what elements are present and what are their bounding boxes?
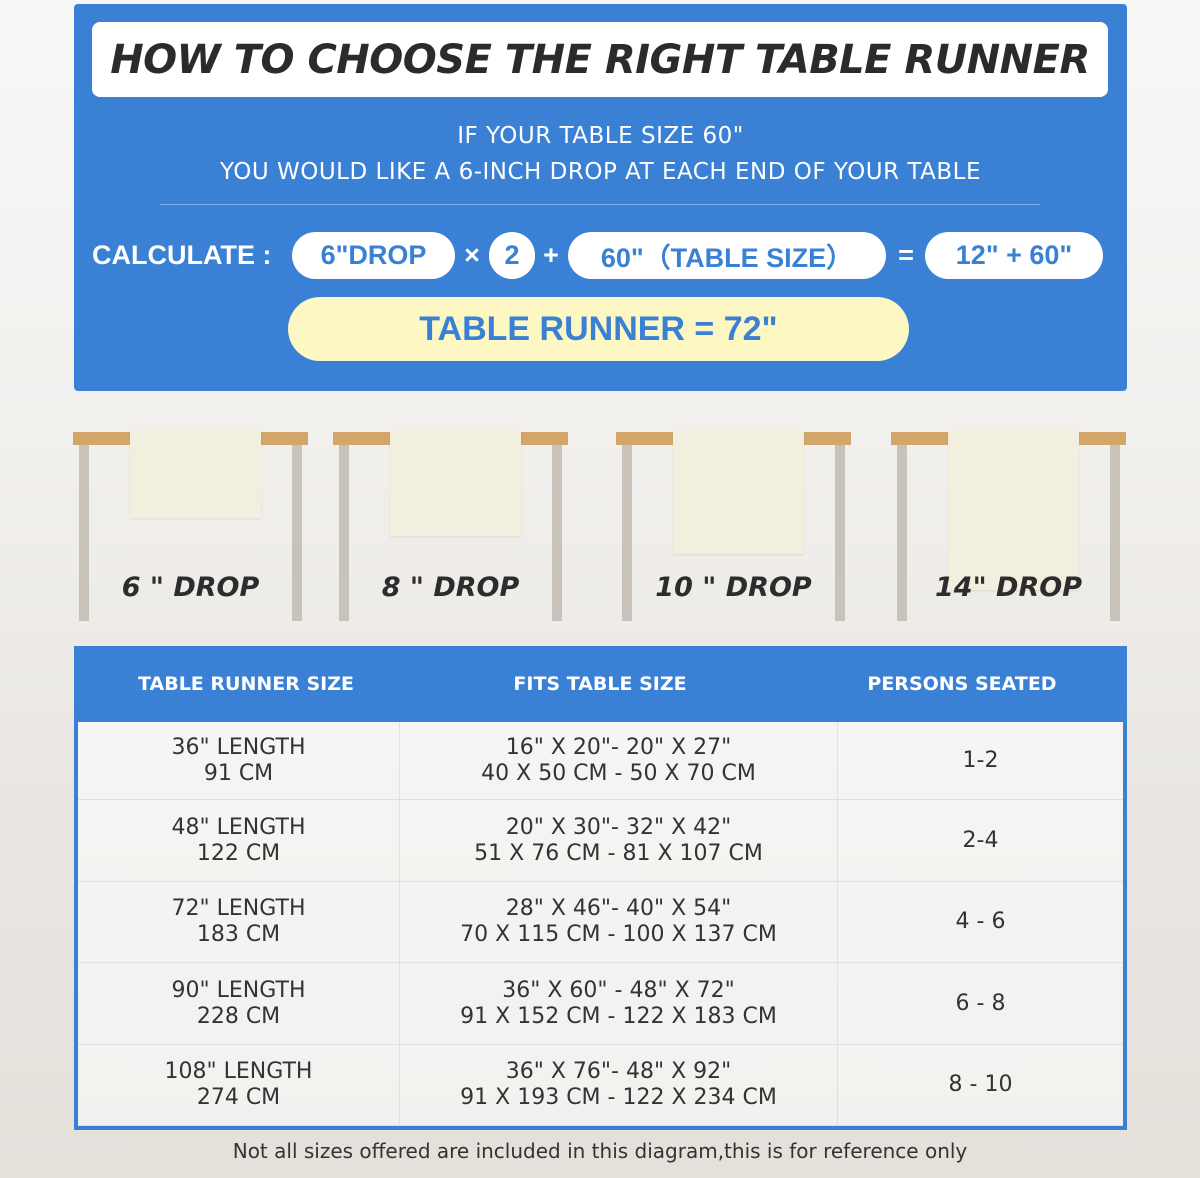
fits-cm: 51 X 76 CM - 81 X 107 CM [474, 840, 763, 866]
fits-table-cell: 20" X 30"- 32" X 42" 51 X 76 CM - 81 X 10… [400, 800, 838, 881]
table-runner-drop [948, 430, 1079, 590]
fits-cm: 40 X 50 CM - 50 X 70 CM [481, 760, 756, 786]
table-header [74, 646, 1127, 722]
runner-length: 108" LENGTH [164, 1059, 313, 1084]
footnote: Not all sizes offered are included in th… [232, 1139, 968, 1163]
table-size-pill: 60"（TABLE SIZE） [568, 232, 886, 279]
fits-cm: 91 X 152 CM - 122 X 183 CM [460, 1003, 777, 1029]
drop-label: 14" DROP [935, 572, 1082, 603]
persons-cell: 2-4 [962, 827, 999, 853]
table-leg [622, 445, 632, 621]
table-leg [1110, 445, 1120, 621]
persons-cell: 4 - 6 [955, 909, 1006, 934]
equals-sign: = [898, 240, 914, 270]
header-runner-size: TABLE RUNNER SIZE [138, 673, 354, 695]
runner-length-cm: 274 CM [196, 1085, 281, 1110]
runner-length: 90" LENGTH [171, 977, 306, 1003]
table-leg [79, 445, 89, 621]
table-row: 72" LENGTH 183 CM 28" X 46"- 40" X 54" 70 … [78, 882, 1123, 963]
fits-inches: 36" X 60" - 48" X 72" [502, 977, 735, 1003]
table-leg [835, 445, 845, 621]
fits-table-cell: 16" X 20"- 20" X 27" 40 X 50 CM - 50 X 70… [400, 722, 838, 799]
fits-table-cell: 28" X 46"- 40" X 54" 70 X 115 CM - 100 X … [400, 882, 838, 962]
header-fits-table-size: FITS TABLE SIZE [513, 673, 687, 695]
calculate-label: CALCULATE : [92, 240, 272, 270]
runner-length-cm: 228 CM [196, 1003, 281, 1029]
table-runner-drop [390, 430, 521, 536]
runner-length-cm: 122 CM [196, 840, 281, 866]
page-title: HOW TO CHOOSE THE RIGHT TABLE RUNNER [92, 22, 1108, 97]
drop-label: 10 " DROP [655, 572, 812, 603]
fits-cm: 91 X 193 CM - 122 X 234 CM [460, 1085, 777, 1110]
runner-size-cell: 36" LENGTH 91 CM [78, 722, 400, 799]
persons-cell: 6 - 8 [955, 990, 1006, 1016]
fits-inches: 36" X 76"- 48" X 92" [505, 1059, 732, 1084]
table-row: 108" LENGTH 274 CM 36" X 76"- 48" X 92" 91… [78, 1045, 1123, 1126]
runner-length: 36" LENGTH [171, 734, 306, 760]
runner-length-cm: 183 CM [196, 922, 281, 947]
header-persons-seated: PERSONS SEATED [867, 673, 1057, 695]
table-runner-drop [673, 430, 804, 554]
drop-pill: 6"DROP [292, 232, 455, 279]
drop-label: 6 " DROP [121, 572, 260, 603]
fits-table-cell: 36" X 76"- 48" X 92" 91 X 193 CM - 122 X … [400, 1045, 838, 1125]
table-row: 48" LENGTH 122 CM 20" X 30"- 32" X 42" 51 … [78, 800, 1123, 882]
multiplier-pill: 2 [489, 232, 535, 279]
runner-size-cell: 90" LENGTH 228 CM [78, 963, 400, 1044]
table-leg [339, 445, 349, 621]
size-table [74, 646, 1127, 1130]
drop-label: 8 " DROP [381, 572, 520, 603]
sum-pill: 12" + 60" [925, 232, 1103, 279]
runner-size-cell: 48" LENGTH 122 CM [78, 800, 400, 881]
runner-length: 48" LENGTH [171, 814, 306, 840]
result-pill: TABLE RUNNER = 72" [288, 297, 909, 361]
table-leg [292, 445, 302, 621]
times-sign: × [464, 240, 480, 270]
fits-inches: 20" X 30"- 32" X 42" [505, 814, 732, 840]
table-leg [552, 445, 562, 621]
intro-line-2: YOU WOULD LIKE A 6-INCH DROP AT EACH END… [219, 159, 982, 185]
fits-inches: 16" X 20"- 20" X 27" [505, 734, 732, 760]
table-runner-drop [130, 430, 261, 518]
table-row: 90" LENGTH 228 CM 36" X 60" - 48" X 72" 91… [78, 963, 1123, 1045]
fits-table-cell: 36" X 60" - 48" X 72" 91 X 152 CM - 122 X… [400, 963, 838, 1044]
plus-sign: + [543, 240, 559, 270]
intro-line-1: IF YOUR TABLE SIZE 60" [457, 123, 744, 149]
persons-cell: 8 - 10 [948, 1072, 1013, 1097]
divider [160, 204, 1040, 205]
runner-size-cell: 72" LENGTH 183 CM [78, 882, 400, 962]
fits-cm: 70 X 115 CM - 100 X 137 CM [460, 922, 777, 947]
fits-inches: 28" X 46"- 40" X 54" [505, 896, 732, 921]
runner-size-cell: 108" LENGTH 274 CM [78, 1045, 400, 1125]
table-leg [897, 445, 907, 621]
runner-length-cm: 91 CM [203, 760, 274, 786]
table-row: 36" LENGTH 91 CM 16" X 20"- 20" X 27" 40 X… [78, 722, 1123, 800]
persons-cell: 1-2 [962, 747, 999, 773]
runner-length: 72" LENGTH [171, 896, 306, 921]
